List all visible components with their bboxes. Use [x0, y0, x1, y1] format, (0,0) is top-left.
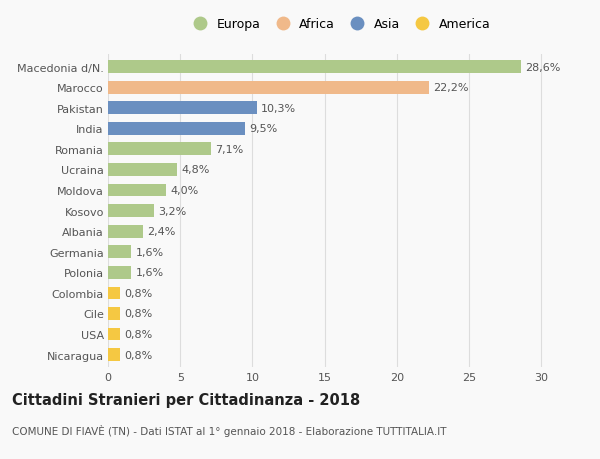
Bar	[108, 225, 143, 238]
Bar	[108, 102, 257, 115]
Text: 4,8%: 4,8%	[182, 165, 210, 175]
Bar	[108, 328, 119, 341]
Text: 4,0%: 4,0%	[170, 185, 199, 196]
Bar	[108, 287, 119, 300]
Text: 10,3%: 10,3%	[261, 103, 296, 113]
Text: 9,5%: 9,5%	[250, 124, 278, 134]
Bar	[108, 205, 154, 218]
Text: COMUNE DI FIAVÈ (TN) - Dati ISTAT al 1° gennaio 2018 - Elaborazione TUTTITALIA.I: COMUNE DI FIAVÈ (TN) - Dati ISTAT al 1° …	[12, 425, 446, 437]
Text: 2,4%: 2,4%	[147, 227, 175, 237]
Text: Cittadini Stranieri per Cittadinanza - 2018: Cittadini Stranieri per Cittadinanza - 2…	[12, 392, 360, 408]
Text: 0,8%: 0,8%	[124, 309, 152, 319]
Bar	[108, 143, 211, 156]
Text: 7,1%: 7,1%	[215, 145, 243, 155]
Bar	[108, 308, 119, 320]
Bar	[108, 184, 166, 197]
Bar	[108, 266, 131, 279]
Text: 0,8%: 0,8%	[124, 288, 152, 298]
Bar	[108, 82, 428, 94]
Text: 1,6%: 1,6%	[136, 268, 164, 278]
Text: 28,6%: 28,6%	[525, 62, 560, 73]
Text: 1,6%: 1,6%	[136, 247, 164, 257]
Bar	[108, 61, 521, 74]
Bar	[108, 123, 245, 135]
Text: 3,2%: 3,2%	[158, 206, 187, 216]
Bar	[108, 246, 131, 258]
Text: 22,2%: 22,2%	[433, 83, 469, 93]
Legend: Europa, Africa, Asia, America: Europa, Africa, Asia, America	[182, 13, 496, 36]
Text: 0,8%: 0,8%	[124, 350, 152, 360]
Bar	[108, 164, 178, 176]
Text: 0,8%: 0,8%	[124, 330, 152, 339]
Bar	[108, 348, 119, 361]
